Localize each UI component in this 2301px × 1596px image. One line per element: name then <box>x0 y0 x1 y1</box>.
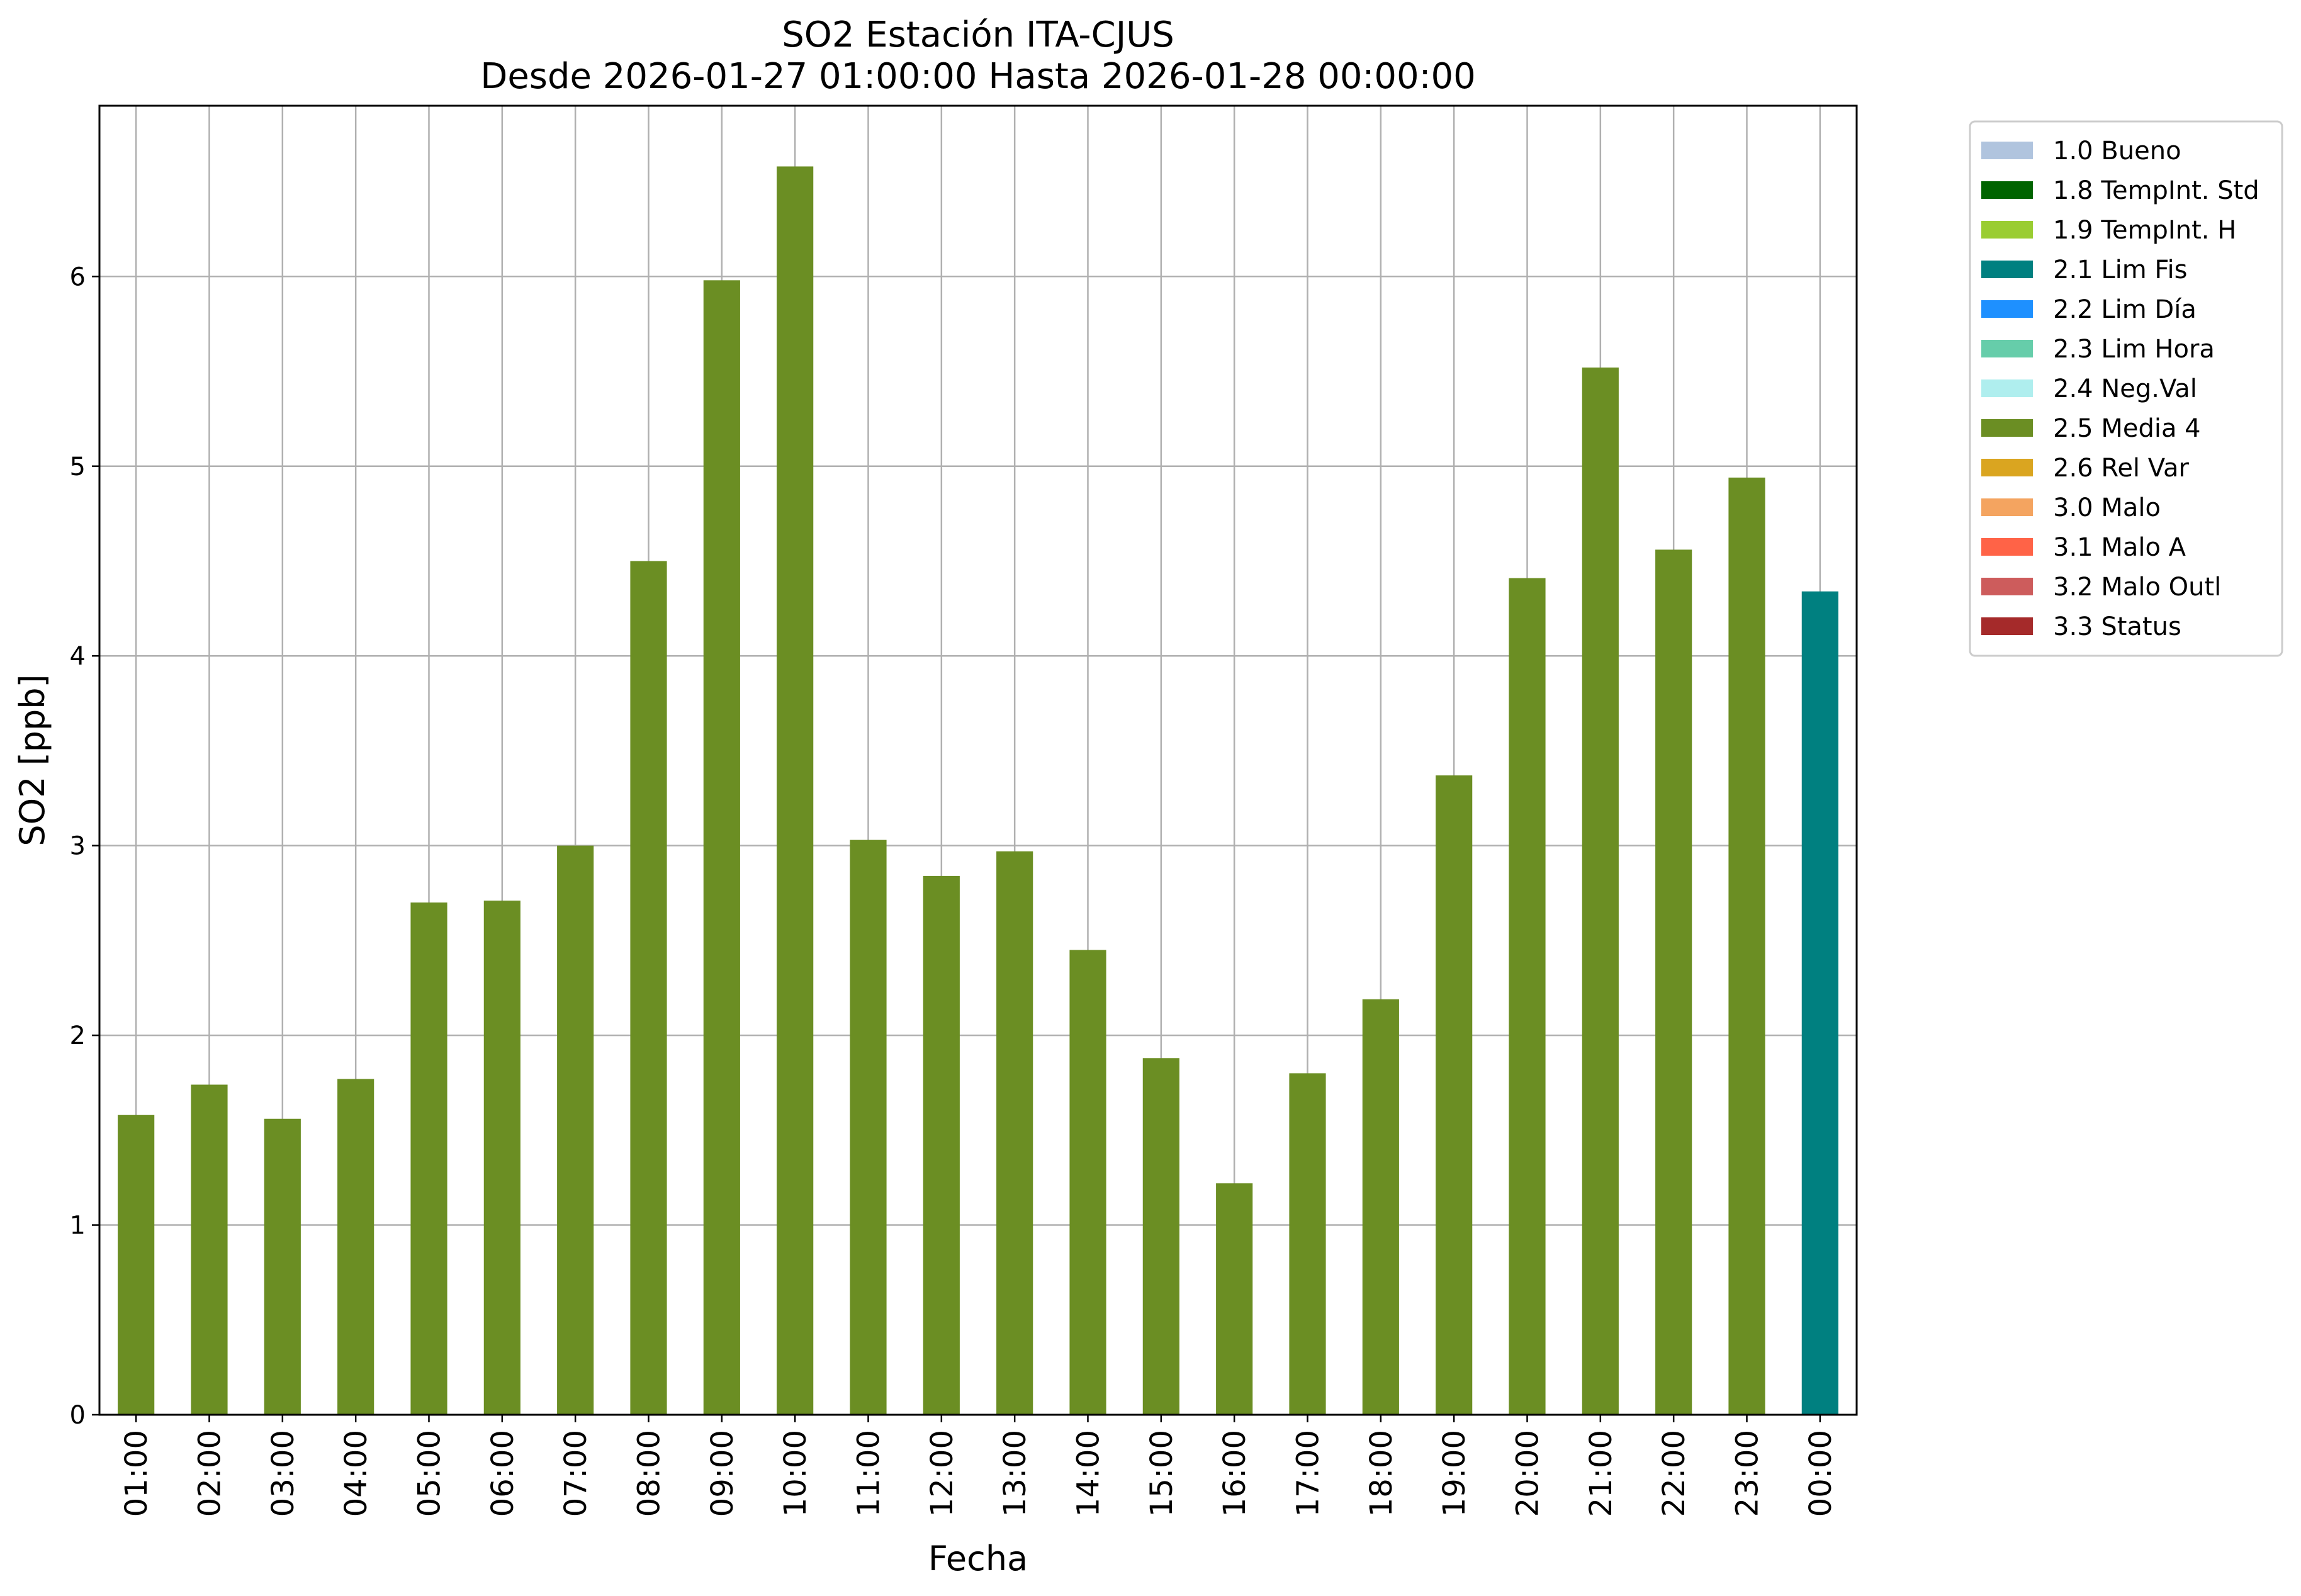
legend-label: 3.3 Status <box>2053 612 2181 641</box>
x-tick-label: 09:00 <box>705 1430 740 1517</box>
x-tick-label: 05:00 <box>412 1430 447 1517</box>
y-axis-label: SO2 [ppb] <box>13 674 52 846</box>
legend-swatch <box>1981 459 2033 476</box>
legend-swatch <box>1981 300 2033 318</box>
y-tick-label: 3 <box>70 832 86 861</box>
bar-2000 <box>1509 578 1546 1415</box>
bar-0600 <box>483 901 520 1415</box>
legend-swatch <box>1981 419 2033 437</box>
x-tick-label: 03:00 <box>266 1430 301 1517</box>
x-tick-label: 11:00 <box>852 1430 887 1517</box>
x-tick-label: 19:00 <box>1437 1430 1472 1517</box>
plot-frame <box>98 104 1858 1416</box>
bar-2200 <box>1655 549 1692 1415</box>
legend-swatch <box>1981 261 2033 278</box>
bar-1700 <box>1289 1073 1326 1415</box>
bar-1300 <box>996 851 1033 1415</box>
legend-label: 3.2 Malo Outl <box>2053 573 2221 602</box>
legend-label: 1.9 TempInt. H <box>2053 216 2236 245</box>
legend-label: 2.6 Rel Var <box>2053 454 2190 483</box>
y-tick-label: 1 <box>70 1211 86 1240</box>
bar-0000 <box>1801 591 1838 1415</box>
bar-0900 <box>703 280 740 1415</box>
y-tick-label: 0 <box>70 1401 86 1430</box>
x-tick-label: 01:00 <box>119 1430 154 1517</box>
x-axis-label: Fecha <box>928 1539 1028 1578</box>
legend-label: 2.3 Lim Hora <box>2053 335 2215 364</box>
x-tick-label: 18:00 <box>1364 1430 1399 1517</box>
x-tick-label: 15:00 <box>1144 1430 1179 1517</box>
bar-2100 <box>1582 368 1619 1415</box>
x-tick-label: 06:00 <box>485 1430 520 1517</box>
legend-swatch <box>1981 379 2033 397</box>
bar-1100 <box>850 840 887 1415</box>
x-tick-label: 16:00 <box>1217 1430 1252 1517</box>
x-tick-label: 21:00 <box>1584 1430 1619 1517</box>
y-axis-ticks: 0 1 2 3 4 5 6 <box>70 262 99 1430</box>
bar-1600 <box>1216 1183 1253 1415</box>
x-tick-label: 13:00 <box>998 1430 1033 1517</box>
y-tick-label: 4 <box>70 642 86 671</box>
legend-swatch <box>1981 142 2033 159</box>
x-tick-label: 02:00 <box>193 1430 228 1517</box>
x-tick-label: 12:00 <box>925 1430 960 1517</box>
bar-0300 <box>264 1118 301 1415</box>
legend-swatch <box>1981 617 2033 635</box>
legend-label: 1.0 Bueno <box>2053 137 2181 166</box>
bar-1400 <box>1069 950 1106 1415</box>
legend-swatch <box>1981 181 2033 199</box>
legend-swatch <box>1981 221 2033 239</box>
legend-label: 2.4 Neg.Val <box>2053 374 2197 403</box>
chart-title: SO2 Estación ITA-CJUS <box>782 14 1174 55</box>
x-tick-label: 17:00 <box>1291 1430 1326 1517</box>
bar-0400 <box>337 1079 374 1415</box>
legend-label: 3.1 Malo A <box>2053 533 2186 562</box>
x-axis-ticks: 01:00 02:00 03:00 04:00 05:00 06:00 07:00 08:00… <box>119 1415 1838 1517</box>
x-tick-label: 20:00 <box>1511 1430 1546 1517</box>
legend-label: 2.1 Lim Fis <box>2053 256 2187 284</box>
x-tick-label: 22:00 <box>1657 1430 1692 1517</box>
bar-1900 <box>1436 775 1473 1415</box>
legend-label: 2.5 Media 4 <box>2053 414 2201 443</box>
bar-1200 <box>923 875 960 1415</box>
legend-label: 2.2 Lim Día <box>2053 295 2197 324</box>
legend-box <box>1969 120 2283 657</box>
bar-0200 <box>191 1084 228 1415</box>
x-tick-label: 23:00 <box>1730 1430 1765 1517</box>
x-tick-label: 10:00 <box>778 1430 813 1517</box>
legend-label: 3.0 Malo <box>2053 493 2161 522</box>
bar-0100 <box>118 1115 155 1415</box>
bar-0700 <box>557 845 594 1415</box>
x-tick-label: 08:00 <box>632 1430 667 1517</box>
bar-1800 <box>1362 999 1399 1415</box>
x-tick-label: 00:00 <box>1803 1430 1838 1517</box>
bar-1000 <box>777 166 814 1415</box>
x-tick-label: 04:00 <box>339 1430 374 1517</box>
chart-subtitle: Desde 2026-01-27 01:00:00 Hasta 2026-01-… <box>480 56 1476 97</box>
bar-0500 <box>410 902 447 1415</box>
legend-label: 1.8 TempInt. Std <box>2053 176 2259 205</box>
legend-swatch <box>1981 498 2033 516</box>
bar-2300 <box>1728 477 1765 1415</box>
bars <box>118 166 1838 1415</box>
legend-swatch <box>1981 578 2033 595</box>
legend-swatch <box>1981 340 2033 357</box>
y-tick-label: 6 <box>70 262 86 291</box>
y-tick-label: 2 <box>70 1021 86 1050</box>
x-tick-label: 14:00 <box>1071 1430 1106 1517</box>
y-tick-label: 5 <box>70 452 86 481</box>
legend-swatch <box>1981 538 2033 556</box>
bar-1500 <box>1142 1058 1179 1415</box>
bar-0800 <box>630 561 667 1415</box>
x-tick-label: 07:00 <box>558 1430 594 1517</box>
legend: 1.0 Bueno 1.8 TempInt. Std 1.9 TempInt. H 2… <box>1969 120 2283 657</box>
